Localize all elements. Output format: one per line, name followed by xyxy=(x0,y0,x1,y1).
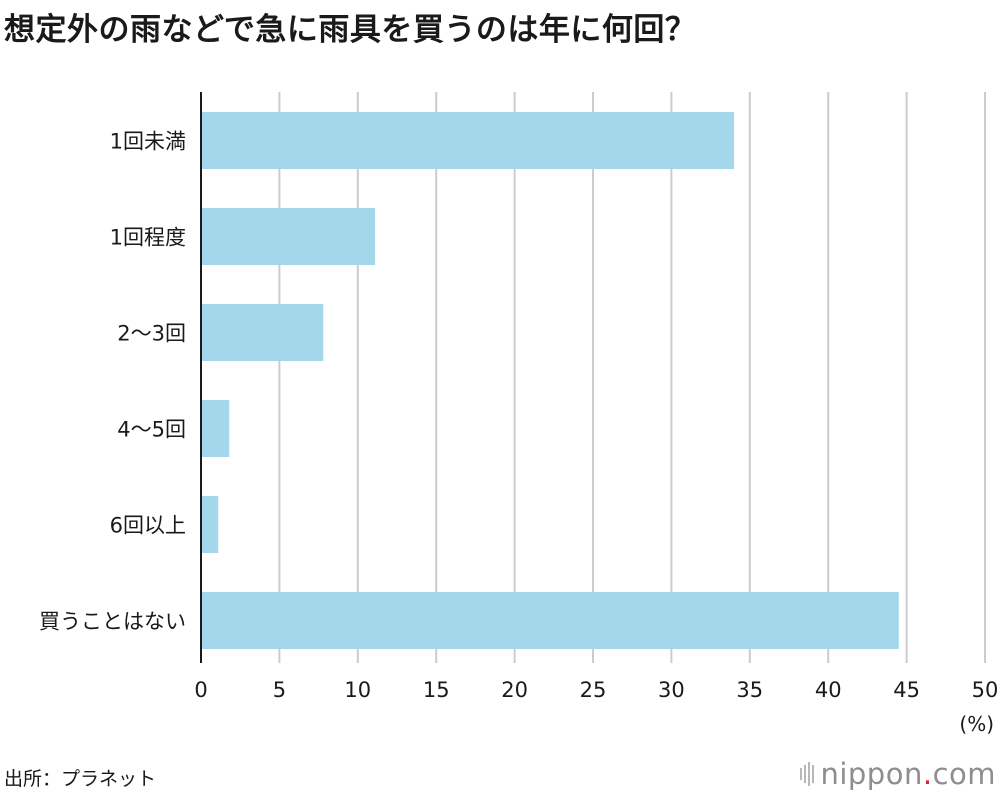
logo-wordmark: nippon.com xyxy=(820,757,996,791)
logo-name: nippon xyxy=(820,757,923,791)
bar-2 xyxy=(201,304,324,361)
category-label-2: 2〜3回 xyxy=(117,322,186,346)
category-label-4: 6回以上 xyxy=(110,514,186,538)
x-tick-label-15: 15 xyxy=(423,678,450,702)
x-tick-label-50: 50 xyxy=(972,678,999,702)
x-tick-label-35: 35 xyxy=(736,678,763,702)
logo-suffix: com xyxy=(932,757,996,791)
x-tick-label-10: 10 xyxy=(344,678,371,702)
bar-0 xyxy=(201,112,735,169)
chart-title: 想定外の雨などで急に雨具を買うのは年に何回？ xyxy=(4,12,697,48)
bar-1 xyxy=(201,208,376,265)
x-tick-label-40: 40 xyxy=(815,678,842,702)
logo-dot: . xyxy=(922,757,933,791)
nippon-logo[interactable]: nippon.com xyxy=(800,757,996,791)
source-note: 出所：プラネット xyxy=(4,768,157,790)
category-label-5: 買うことはない xyxy=(39,610,186,634)
bar-5 xyxy=(201,592,899,649)
category-label-3: 4〜5回 xyxy=(117,418,186,442)
logo-bars-icon xyxy=(800,762,815,786)
bar-3 xyxy=(201,400,230,457)
bar-4 xyxy=(201,496,219,553)
x-tick-label-5: 5 xyxy=(273,678,286,702)
x-tick-label-0: 0 xyxy=(194,678,207,702)
x-tick-label-20: 20 xyxy=(501,678,528,702)
x-tick-label-45: 45 xyxy=(893,678,920,702)
x-tick-label-30: 30 xyxy=(658,678,685,702)
x-tick-label-25: 25 xyxy=(580,678,607,702)
category-label-0: 1回未満 xyxy=(110,130,186,154)
category-label-1: 1回程度 xyxy=(110,226,186,250)
x-axis-unit: (%) xyxy=(959,712,994,736)
